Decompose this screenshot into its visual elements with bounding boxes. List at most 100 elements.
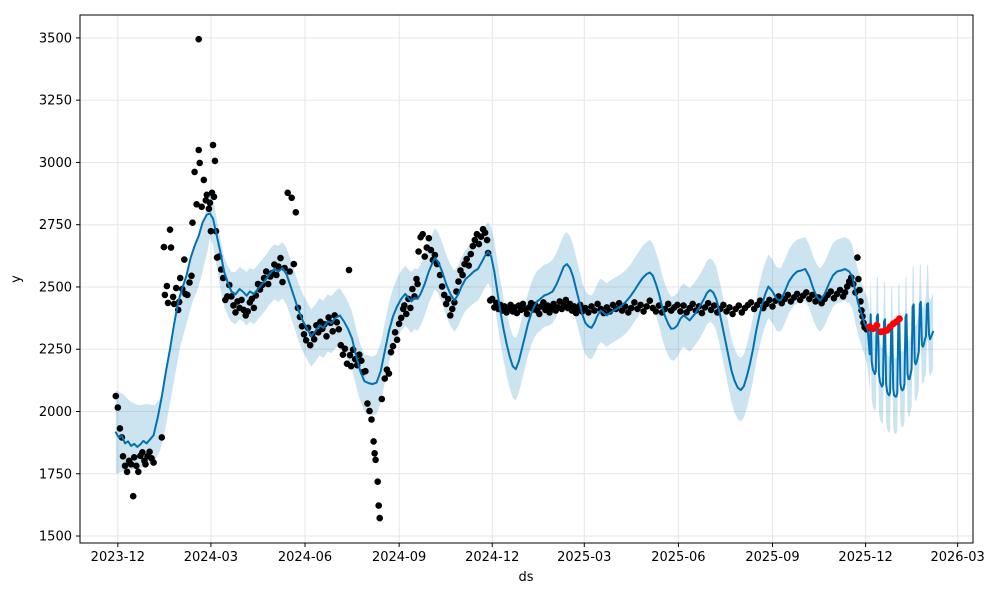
history-point (284, 189, 292, 197)
tick-labels: 2023-12 2024-03 2024-06 2024-09 2024-12 2025-… (39, 31, 985, 565)
history-point (370, 438, 377, 445)
history-point (427, 246, 435, 254)
history-point (164, 299, 172, 307)
history-point (793, 290, 801, 298)
history-point (481, 229, 489, 236)
history-point (381, 375, 389, 382)
history-point (562, 296, 570, 304)
history-point (277, 254, 284, 262)
history-point (335, 326, 343, 333)
forecast-line (114, 212, 935, 448)
history-point (163, 282, 171, 290)
history-point (483, 236, 491, 244)
y-tick-label: 3500 (39, 31, 72, 46)
history-point (591, 307, 598, 314)
history-point (186, 279, 193, 286)
history-point (726, 304, 733, 311)
future-actual-point (895, 315, 903, 323)
history-points (112, 35, 870, 522)
history-point (366, 407, 373, 415)
history-point (421, 253, 429, 260)
y-tick-label: 2500 (39, 280, 72, 295)
history-point (244, 308, 252, 315)
history-point (444, 295, 452, 303)
history-point (114, 404, 122, 411)
history-point (836, 286, 844, 294)
history-point (341, 345, 349, 353)
y-tick-label: 2750 (39, 218, 72, 233)
history-point (477, 233, 485, 240)
x-tick-label: 2024-12 (465, 550, 519, 565)
history-point (698, 309, 706, 317)
history-point (419, 230, 427, 238)
x-tick-label: 2023-12 (91, 550, 145, 565)
history-point (364, 400, 371, 407)
history-point (345, 266, 353, 274)
history-point (594, 300, 601, 308)
history-point (407, 304, 414, 312)
history-point (172, 284, 180, 292)
history-point (637, 301, 644, 309)
history-point (431, 251, 439, 259)
history-point (488, 295, 496, 303)
x-axis-label: ds (518, 570, 533, 585)
history-point (469, 242, 477, 250)
history-point (720, 301, 727, 309)
history-point (339, 351, 347, 359)
y-tick-label: 1750 (39, 467, 72, 482)
history-point (643, 303, 650, 310)
history-point (181, 256, 188, 263)
x-tick-label: 2026-03 (930, 550, 984, 565)
history-point (680, 302, 687, 309)
x-tick-label: 2024-03 (184, 550, 238, 565)
history-point (395, 320, 403, 328)
history-point (264, 280, 272, 288)
history-point (356, 351, 363, 359)
y-tick-label: 1500 (39, 530, 72, 545)
x-tick-label: 2025-06 (651, 550, 705, 565)
history-point (166, 226, 174, 233)
history-point (329, 328, 337, 335)
history-point (230, 302, 237, 309)
history-point (523, 310, 531, 318)
x-tick-label: 2025-03 (557, 550, 611, 565)
history-point (323, 333, 330, 340)
history-point (362, 367, 369, 375)
history-point (160, 243, 168, 251)
history-point (189, 219, 196, 226)
history-point (169, 293, 177, 301)
history-point (302, 337, 310, 344)
history-point (376, 514, 384, 522)
history-point (438, 283, 446, 290)
history-point (809, 291, 816, 299)
history-point (766, 296, 773, 304)
uncertainty-band-polygon (115, 192, 934, 474)
history-point (374, 478, 382, 486)
history-point (803, 289, 810, 296)
history-point (347, 362, 355, 370)
history-point (451, 299, 458, 306)
history-point (378, 395, 386, 403)
history-point (463, 255, 471, 263)
history-point (286, 268, 294, 275)
history-point (292, 209, 300, 216)
history-point (747, 299, 755, 306)
history-point (415, 248, 422, 255)
history-point (262, 268, 270, 275)
history-point (729, 310, 736, 318)
history-point (133, 462, 140, 470)
history-point (170, 300, 178, 308)
history-point (116, 425, 124, 432)
history-point (449, 305, 456, 313)
history-point (704, 299, 712, 307)
history-point (855, 275, 862, 283)
future-actual-point (873, 321, 881, 329)
history-point (710, 302, 718, 309)
history-point (123, 468, 131, 476)
history-point (206, 199, 214, 207)
history-point (150, 459, 157, 466)
future-actual-points (866, 315, 903, 336)
history-point (191, 168, 198, 176)
history-point (250, 304, 258, 312)
